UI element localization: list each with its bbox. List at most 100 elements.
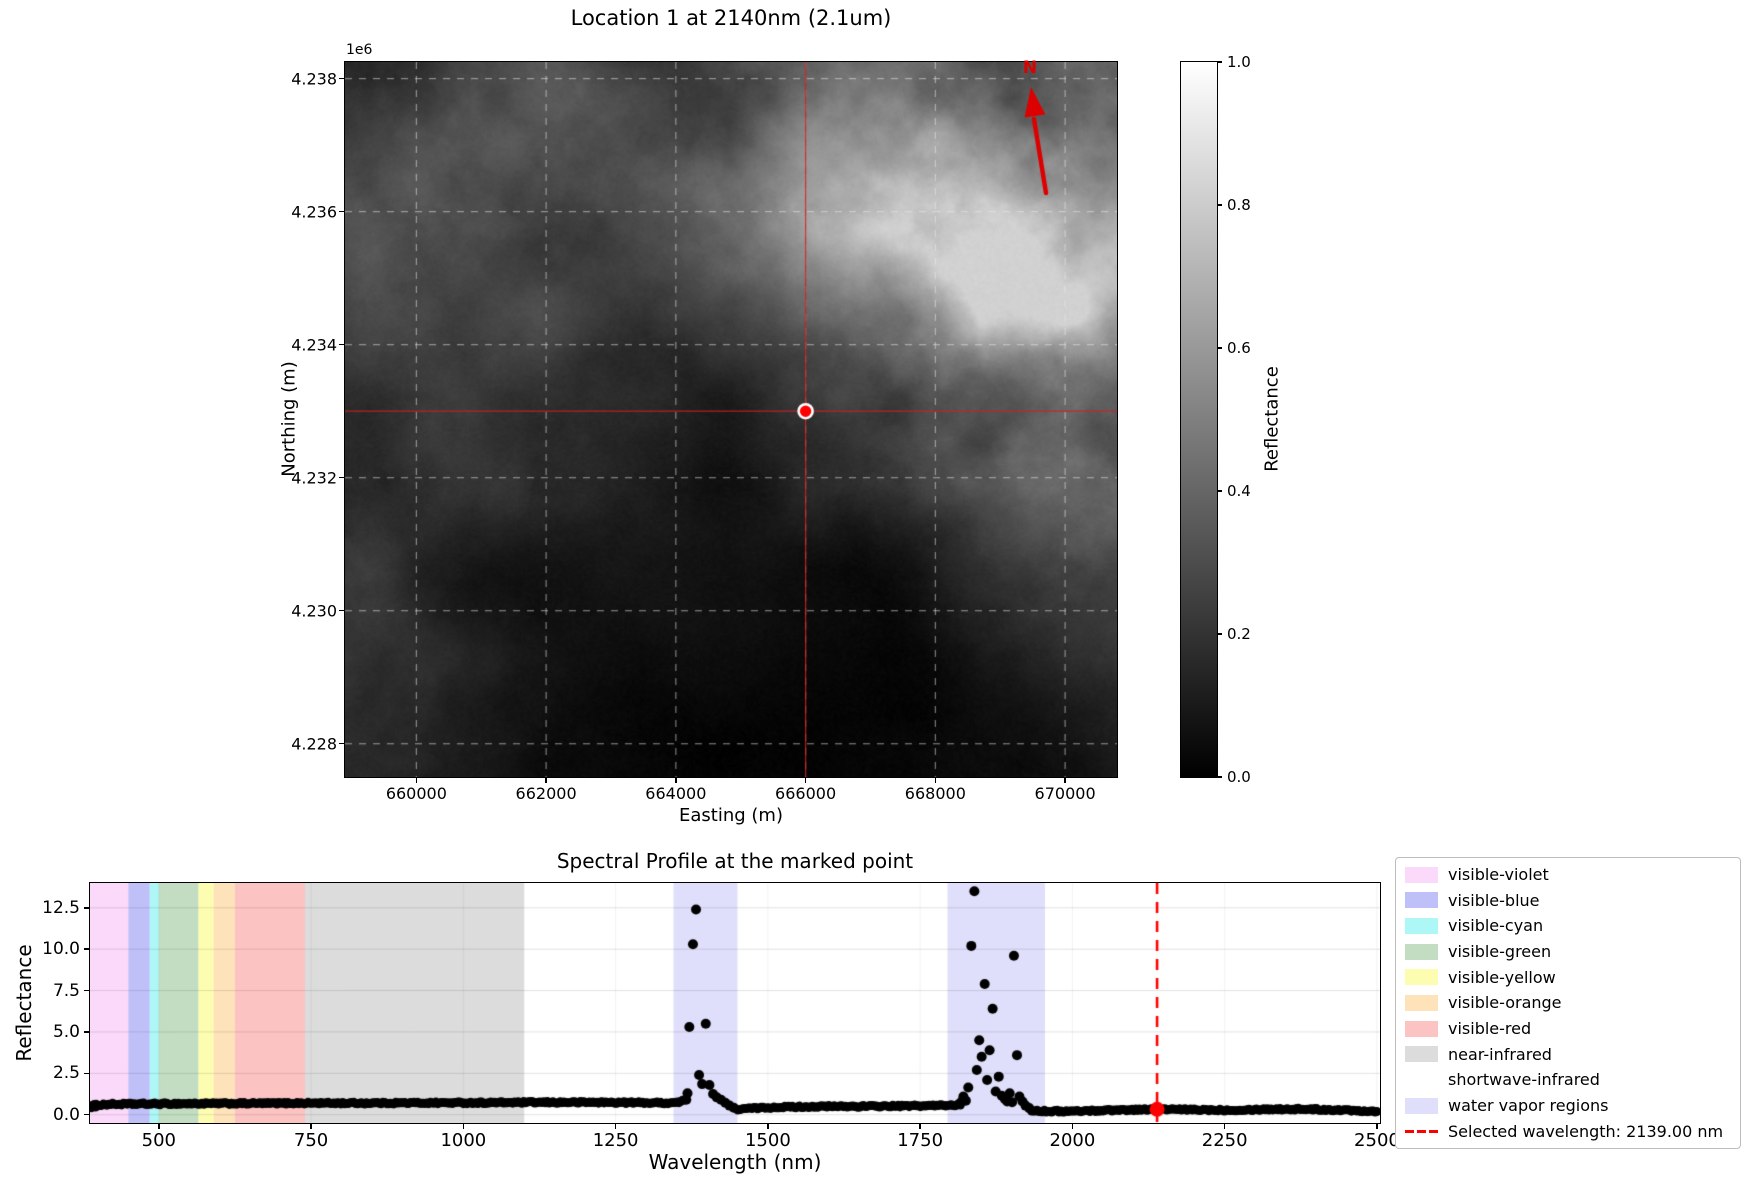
tick-mark	[614, 1124, 617, 1129]
tick-mark	[339, 77, 344, 80]
map-x-tick-label: 668000	[904, 784, 966, 803]
map-x-tick-label: 670000	[1034, 784, 1096, 803]
spectral-title: Spectral Profile at the marked point	[556, 849, 914, 873]
spectral-y-tick-label: 0.0	[52, 1104, 80, 1125]
legend-color-swatch	[1405, 969, 1438, 986]
legend-color-swatch	[1405, 943, 1438, 960]
colorbar-tick-label: 0.2	[1227, 625, 1251, 643]
legend-item-visible-blue: visible-blue	[1396, 888, 1740, 912]
legend-item-label: shortwave-infrared	[1448, 1070, 1600, 1090]
legend-item-visible-red: visible-red	[1396, 1017, 1740, 1041]
tick-mark	[339, 609, 344, 612]
legend-item-label: water vapor regions	[1448, 1096, 1609, 1116]
colorbar-tick-label: 0.0	[1227, 768, 1251, 786]
colorbar-tick-label: 0.8	[1227, 196, 1251, 214]
tick-mark	[84, 1113, 89, 1116]
legend-color-swatch	[1405, 994, 1438, 1011]
tick-mark	[934, 778, 937, 783]
tick-mark	[339, 476, 344, 479]
map-y-tick-label: 4.230	[291, 601, 337, 621]
tick-mark	[84, 948, 89, 950]
map-x-tick-label: 660000	[385, 784, 447, 803]
tick-mark	[767, 1124, 769, 1129]
legend-dashed-line-swatch	[1405, 1123, 1438, 1139]
spectral-x-tick-label: 2250	[1201, 1130, 1248, 1151]
tick-mark	[545, 778, 547, 783]
legend-color-swatch	[1405, 1020, 1438, 1037]
map-x-tick-label: 664000	[645, 784, 707, 803]
legend-color-swatch	[1405, 1072, 1438, 1088]
spectral-x-tick-label: 2000	[1049, 1130, 1096, 1151]
spectral-y-tick-label: 12.5	[42, 897, 80, 918]
legend-item-near-infrared: near-infrared	[1396, 1042, 1740, 1066]
spectral-y-tick-label: 2.5	[52, 1063, 80, 1084]
north-arrow-label: N	[1022, 58, 1038, 78]
tick-mark	[1217, 61, 1222, 63]
legend-item-visible-green: visible-green	[1396, 940, 1740, 964]
tick-mark	[1217, 633, 1222, 635]
tick-mark	[84, 1072, 89, 1075]
legend-item-visible-yellow: visible-yellow	[1396, 965, 1740, 989]
spectral-x-tick-label: 750	[293, 1130, 329, 1151]
tick-mark	[919, 1124, 921, 1129]
map-x-tick-label: 662000	[515, 784, 577, 803]
colorbar-tick-label: 0.4	[1227, 482, 1251, 500]
tick-mark	[462, 1124, 465, 1129]
map-image-canvas	[344, 61, 1118, 778]
legend-item-visible-violet: visible-violet	[1396, 863, 1740, 887]
map-y-tick-label: 4.228	[291, 734, 337, 754]
spectral-x-tick-label: 2500	[1354, 1130, 1400, 1151]
map-x-tick-label: 666000	[775, 784, 837, 803]
tick-mark	[84, 989, 89, 992]
tick-mark	[1217, 204, 1222, 206]
legend-item-selected-wavelength-2139-00-nm: Selected wavelength: 2139.00 nm	[1396, 1119, 1740, 1143]
map-title: Location 1 at 2140nm (2.1um)	[570, 6, 892, 30]
tick-mark	[415, 778, 418, 783]
map-y-tick-label: 4.232	[291, 468, 337, 488]
legend-item-visible-orange: visible-orange	[1396, 991, 1740, 1015]
tick-mark	[1376, 1124, 1378, 1129]
legend-item-visible-cyan: visible-cyan	[1396, 914, 1740, 938]
spectral-y-tick-label: 5.0	[52, 1021, 80, 1042]
map-x-axis-label: Easting (m)	[679, 805, 783, 826]
tick-mark	[339, 343, 344, 346]
legend-item-water-vapor-regions: water vapor regions	[1396, 1094, 1740, 1118]
legend-item-label: visible-cyan	[1448, 916, 1544, 936]
legend-item-label: visible-violet	[1448, 865, 1549, 885]
legend-item-label: near-infrared	[1448, 1044, 1552, 1064]
legend-color-swatch	[1405, 866, 1438, 883]
spectral-x-tick-label: 1750	[897, 1130, 944, 1151]
legend-color-swatch	[1405, 917, 1438, 934]
colorbar-label: Reflectance	[1261, 366, 1283, 472]
spectral-plot-canvas	[89, 882, 1381, 1124]
tick-mark	[84, 907, 89, 909]
map-y-axis-label: Northing (m)	[278, 361, 300, 477]
y-axis-offset-label: 1e6	[346, 42, 373, 58]
tick-mark	[339, 210, 344, 213]
tick-mark	[158, 1124, 160, 1129]
tick-mark	[1064, 778, 1066, 783]
tick-mark	[1217, 776, 1222, 778]
tick-mark	[1217, 490, 1222, 492]
tick-mark	[339, 742, 344, 745]
legend-item-label: visible-red	[1448, 1019, 1532, 1039]
legend-item-label: visible-blue	[1448, 890, 1540, 910]
colorbar-gradient	[1180, 61, 1218, 778]
spectral-x-axis-label: Wavelength (nm)	[648, 1150, 822, 1174]
legend-color-swatch	[1405, 892, 1438, 909]
colorbar-tick-label: 1.0	[1227, 53, 1251, 71]
tick-mark	[804, 778, 807, 783]
legend-item-label: visible-yellow	[1448, 967, 1556, 987]
legend-item-label: Selected wavelength: 2139.00 nm	[1448, 1121, 1724, 1141]
spectral-y-tick-label: 7.5	[52, 980, 80, 1001]
map-y-tick-label: 4.236	[291, 202, 337, 222]
legend-item-label: visible-green	[1448, 942, 1552, 962]
tick-mark	[1217, 347, 1222, 349]
legend-color-swatch	[1405, 1097, 1438, 1114]
spectral-x-tick-label: 1250	[592, 1130, 639, 1151]
tick-mark	[1071, 1124, 1074, 1129]
tick-mark	[84, 1031, 89, 1033]
legend-color-swatch	[1405, 1046, 1438, 1063]
spectral-y-tick-label: 10.0	[42, 939, 80, 960]
